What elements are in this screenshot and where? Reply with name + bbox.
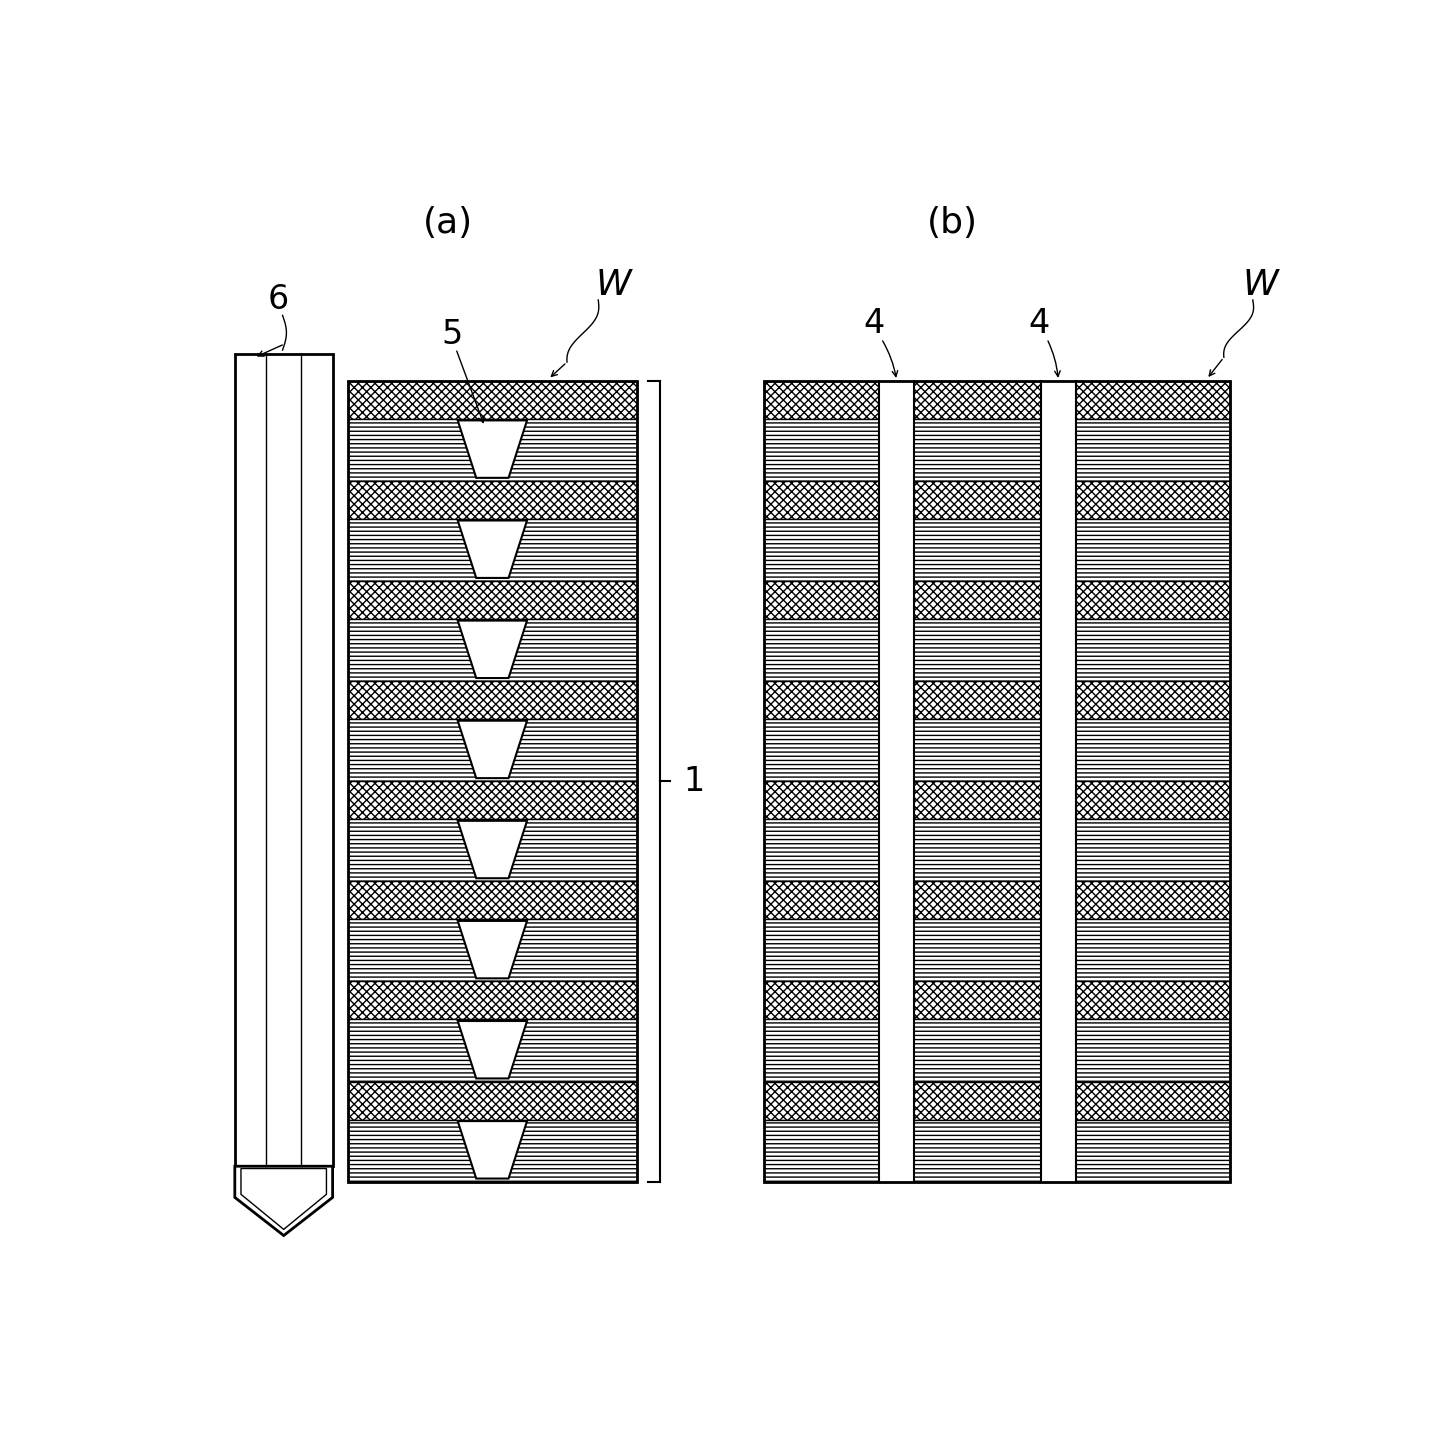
Text: 1: 1 [683, 765, 704, 798]
Bar [1040, 380, 1076, 1182]
Bar [235, 354, 266, 1166]
Bar [266, 354, 302, 1166]
Polygon shape [458, 1022, 527, 1078]
Bar [764, 719, 1229, 781]
Bar [764, 380, 1229, 1182]
Bar [764, 981, 1229, 1019]
Bar [348, 419, 637, 481]
Polygon shape [458, 621, 527, 679]
Text: (a): (a) [424, 206, 474, 241]
Polygon shape [458, 821, 527, 878]
Bar [348, 380, 637, 1182]
Bar [302, 354, 332, 1166]
Bar [348, 1019, 637, 1082]
Bar [764, 682, 1229, 719]
Text: (b): (b) [927, 206, 977, 241]
Bar [764, 1019, 1229, 1082]
Text: 4: 4 [863, 307, 884, 340]
Bar [348, 882, 637, 919]
Polygon shape [458, 421, 527, 478]
Bar [764, 820, 1229, 882]
Bar [348, 1120, 637, 1182]
Bar [764, 581, 1229, 620]
Bar [764, 419, 1229, 481]
Polygon shape [458, 520, 527, 578]
Bar [348, 481, 637, 519]
Bar [764, 481, 1229, 519]
Polygon shape [458, 1121, 527, 1179]
Bar [348, 581, 637, 620]
Bar [235, 354, 332, 1166]
Bar [764, 380, 1229, 419]
Bar [348, 820, 637, 882]
Bar [764, 781, 1229, 820]
Text: W: W [1242, 268, 1278, 301]
Bar [764, 519, 1229, 581]
Bar [764, 620, 1229, 682]
Bar [764, 1082, 1229, 1120]
Bar [348, 519, 637, 581]
Polygon shape [458, 921, 527, 978]
Bar [348, 919, 637, 981]
Bar [348, 781, 637, 820]
Text: 6: 6 [268, 284, 289, 317]
Bar [348, 981, 637, 1019]
Bar [348, 1082, 637, 1120]
Bar [348, 380, 637, 419]
Text: W: W [595, 268, 631, 301]
Polygon shape [458, 720, 527, 778]
Text: 5: 5 [441, 318, 462, 352]
Polygon shape [235, 1166, 332, 1235]
Bar [764, 882, 1229, 919]
Text: 4: 4 [1029, 307, 1050, 340]
Bar [348, 682, 637, 719]
Bar [348, 620, 637, 682]
Bar [348, 719, 637, 781]
Bar [764, 1120, 1229, 1182]
Bar [879, 380, 914, 1182]
Bar [764, 919, 1229, 981]
